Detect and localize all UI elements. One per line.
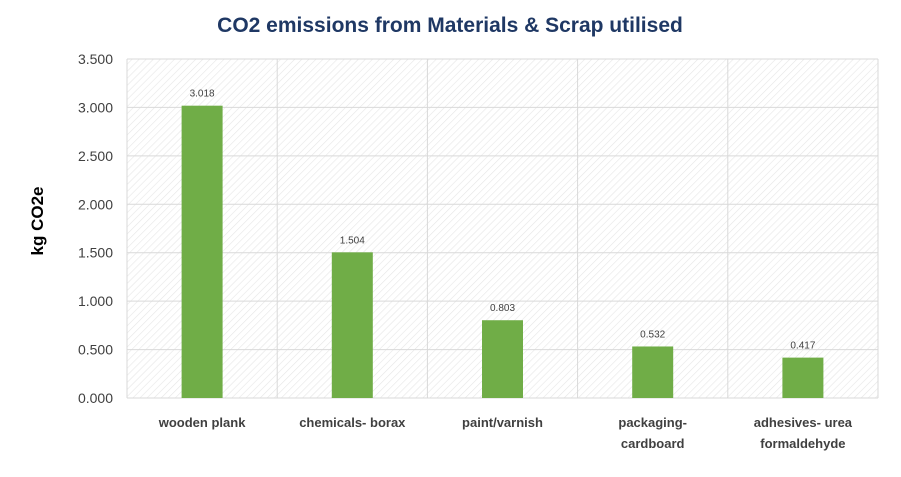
x-tick-label: paint/varnish: [462, 415, 543, 430]
data-label: 0.417: [790, 341, 815, 352]
x-tick-label: cardboard: [621, 436, 685, 451]
x-tick-label: chemicals- borax: [299, 415, 406, 430]
y-tick-label: 0.500: [78, 342, 113, 358]
y-tick-label: 3.500: [78, 51, 113, 67]
bar: [181, 105, 223, 398]
y-tick-label: 2.000: [78, 196, 113, 212]
data-label: 0.532: [640, 329, 665, 340]
data-label: 3.018: [190, 89, 215, 100]
y-tick-label: 1.000: [78, 293, 113, 309]
bar: [632, 346, 674, 398]
bar: [331, 252, 373, 398]
plot-area: 0.000 0.500 1.000 1.500 2.000 2.500 3.000 3.500…: [78, 51, 879, 451]
data-label: 1.504: [340, 235, 365, 246]
y-tick-label: 2.500: [78, 148, 113, 164]
y-tick-label: 0.000: [78, 390, 113, 406]
x-tick-label: packaging-: [618, 415, 687, 430]
y-axis-label: kg CO2e: [28, 187, 47, 256]
chart-title: CO2 emissions from Materials & Scrap uti…: [217, 14, 683, 37]
bar: [482, 320, 523, 398]
x-tick-label: formaldehyde: [760, 436, 845, 451]
bar: [782, 357, 824, 398]
y-tick-label: 3.000: [78, 99, 113, 115]
y-tick-label: 1.500: [78, 245, 113, 261]
data-label: 0.803: [490, 303, 515, 314]
x-tick-label: adhesives- urea: [754, 415, 853, 430]
x-tick-label: wooden plank: [158, 415, 246, 430]
